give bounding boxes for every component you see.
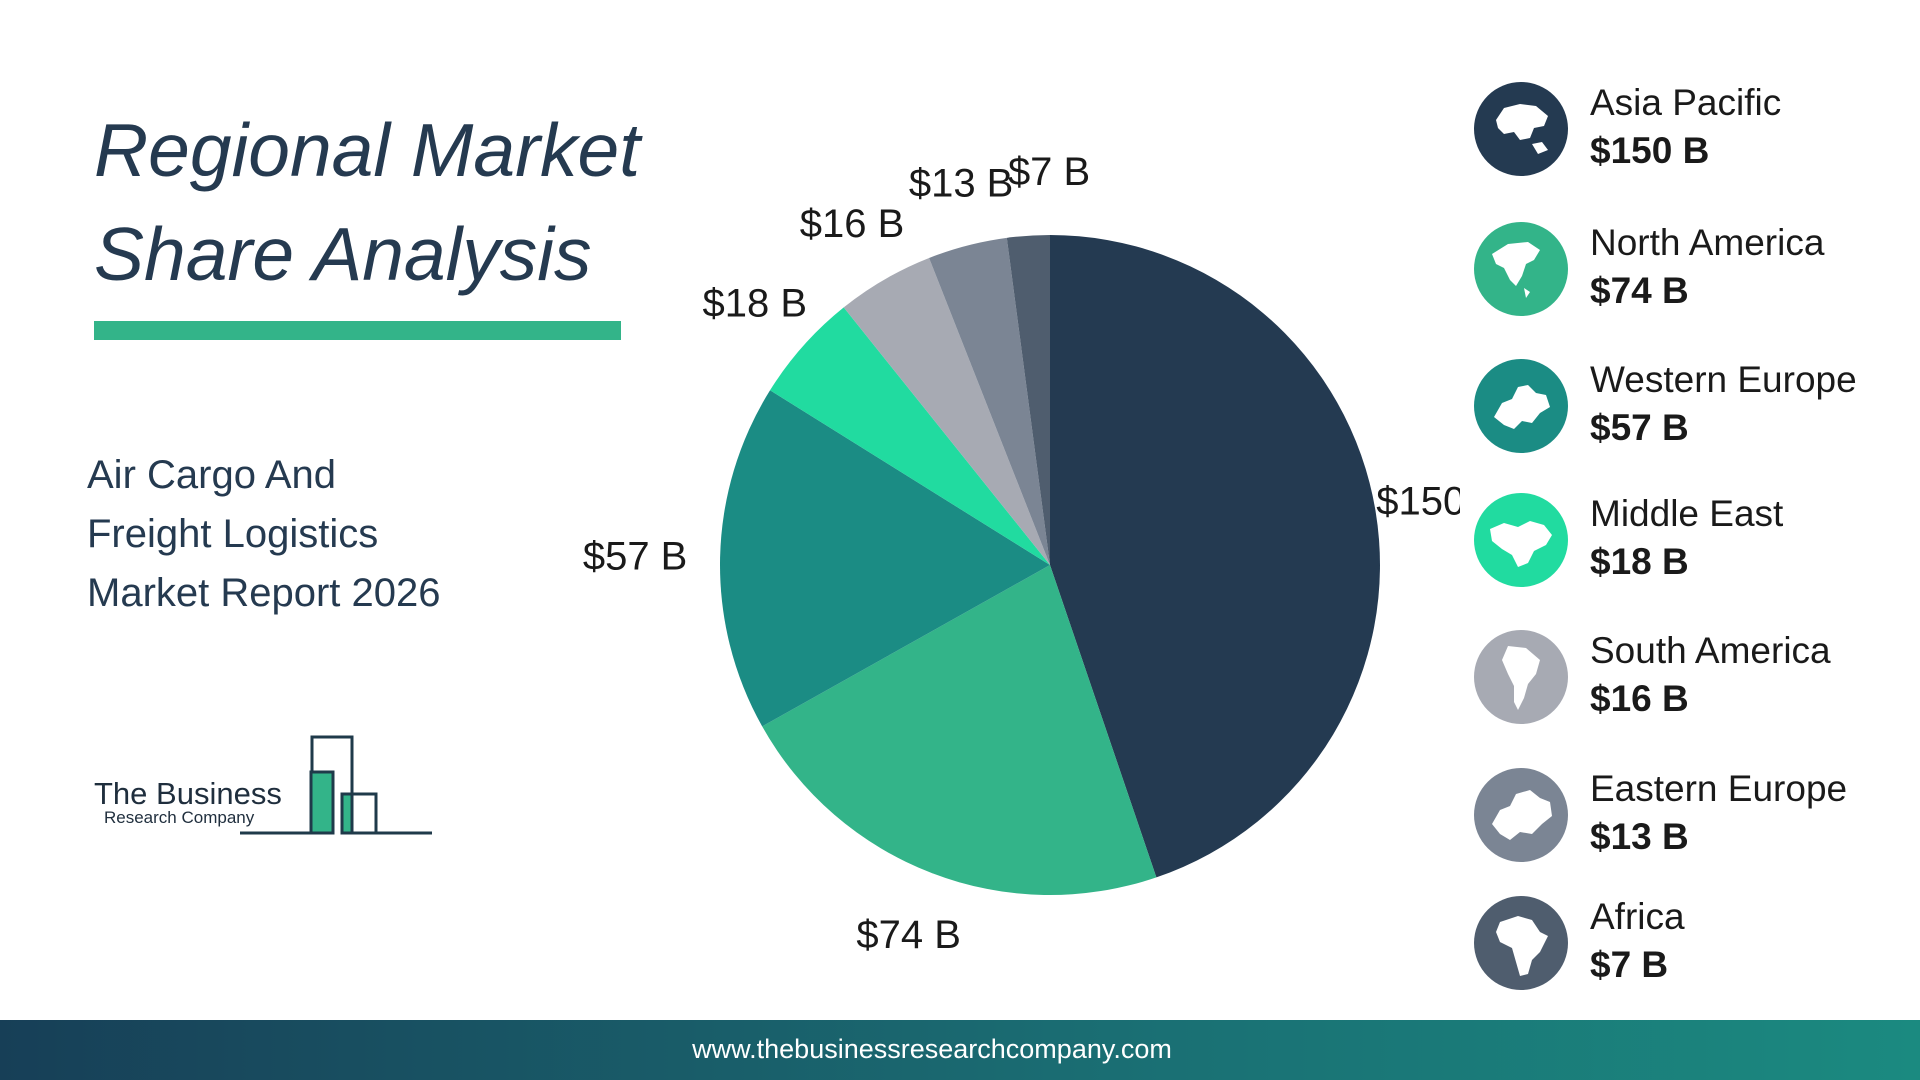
legend-name: North America [1590, 222, 1825, 263]
legend-item-north-america: North America $74 B [1474, 222, 1920, 318]
pie-chart: $150 B $74 B $57 B $18 B $16 B$13 B$7 B [560, 150, 1460, 990]
asia-pacific-globe-icon [1474, 82, 1568, 176]
pie-slice-middle-east [770, 307, 1050, 565]
legend-value: $74 B [1590, 270, 1689, 311]
page-title: Regional Market Share Analysis [94, 98, 654, 306]
pie-chart-svg: $150 B $74 B $57 B $18 B $16 B$13 B$7 B [583, 150, 1460, 957]
north-america-globe-icon [1474, 222, 1568, 316]
logo-buildings-icon [240, 735, 432, 835]
logo-tagline: Research Company [104, 808, 255, 827]
pie-data-label: $74 B [856, 913, 961, 957]
pie-data-label: $57 B [583, 535, 688, 579]
legend-value: $13 B [1590, 816, 1689, 857]
legend-item-asia-pacific: Asia Pacific $150 B [1474, 82, 1920, 178]
legend-value: $57 B [1590, 407, 1689, 448]
company-logo: The Business Research Company [92, 732, 438, 840]
legend-name: Middle East [1590, 493, 1784, 534]
africa-map-icon [1474, 896, 1568, 990]
middle-east-map-icon [1474, 493, 1568, 587]
title-line-2: Share Analysis [94, 212, 592, 296]
legend-name: Asia Pacific [1590, 82, 1782, 123]
legend-name: Africa [1590, 896, 1685, 937]
legend-value: $150 B [1590, 130, 1710, 171]
pie-data-label: $150 B [1376, 480, 1460, 524]
logo-name: The Business [94, 776, 282, 811]
legend-value: $16 B [1590, 678, 1689, 719]
pie-data-label: $7 B [1008, 150, 1090, 194]
pie-data-label: $18 B [703, 282, 808, 326]
footer-bar: www.thebusinessresearchcompany.com [0, 1020, 1920, 1080]
title-line-1: Regional Market [94, 108, 641, 192]
legend-item-middle-east: Middle East $18 B [1474, 493, 1920, 589]
legend-name: South America [1590, 630, 1831, 671]
pie-slice-south-america [843, 257, 1050, 565]
pie-slice-north-america [762, 565, 1157, 895]
subtitle-line-2: Freight Logistics [87, 512, 379, 556]
pie-data-label: $13 B [909, 162, 1014, 206]
subtitle-line-3: Market Report 2026 [87, 571, 441, 615]
pie-slice-africa [1006, 235, 1050, 565]
pie-slice-eastern-europe [929, 237, 1050, 565]
south-america-map-icon [1474, 630, 1568, 724]
legend-value: $7 B [1590, 944, 1669, 985]
legend-item-eastern-europe: Eastern Europe $13 B [1474, 768, 1920, 864]
legend-item-western-europe: Western Europe $57 B [1474, 359, 1920, 455]
western-europe-map-icon [1474, 359, 1568, 453]
legend-name: Western Europe [1590, 359, 1857, 400]
legend-value: $18 B [1590, 541, 1689, 582]
pie-slice-asia-pacific [1050, 235, 1380, 878]
pie-data-label: $16 B [800, 202, 905, 246]
legend-item-africa: Africa $7 B [1474, 896, 1920, 992]
pie-slice-western-europe [719, 390, 1050, 727]
report-subtitle: Air Cargo And Freight Logistics Market R… [87, 446, 527, 623]
legend-name: Eastern Europe [1590, 768, 1848, 809]
legend-item-south-america: South America $16 B [1474, 630, 1920, 726]
eastern-europe-map-icon [1474, 768, 1568, 862]
footer-website-link[interactable]: www.thebusinessresearchcompany.com [692, 1034, 1172, 1064]
title-underline [94, 321, 621, 340]
subtitle-line-1: Air Cargo And [87, 453, 337, 497]
